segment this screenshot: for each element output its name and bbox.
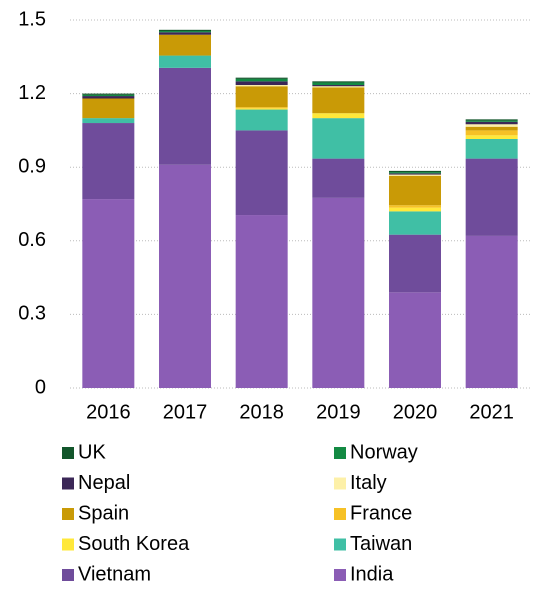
bar-segment bbox=[465, 121, 518, 125]
x-tick-label: 2019 bbox=[316, 401, 361, 423]
legend-label: Norway bbox=[350, 441, 418, 463]
bar-segment bbox=[235, 77, 288, 79]
bar-segment bbox=[312, 87, 365, 114]
bar-segment bbox=[312, 158, 365, 198]
x-tick-label: 2021 bbox=[469, 401, 514, 423]
y-tick-label: 1.2 bbox=[18, 82, 46, 104]
legend-label: Taiwan bbox=[350, 533, 412, 555]
bar-segment bbox=[389, 205, 441, 208]
bar-segment bbox=[235, 108, 288, 110]
bar-segment bbox=[235, 215, 288, 388]
bar-segment bbox=[312, 86, 365, 88]
bar-segment bbox=[235, 85, 288, 87]
bar-segment bbox=[389, 211, 441, 235]
bar-segment bbox=[82, 96, 135, 99]
x-tick-label: 2018 bbox=[239, 401, 284, 423]
bar-segment bbox=[159, 29, 211, 32]
bar-segment bbox=[235, 107, 288, 109]
legend-label: UK bbox=[78, 441, 106, 463]
bar-segment bbox=[159, 31, 211, 33]
bar-segment bbox=[389, 172, 441, 174]
bar-segment bbox=[312, 113, 365, 119]
bar-segment bbox=[159, 67, 211, 165]
bar-segment bbox=[389, 175, 441, 206]
bar-segment bbox=[235, 81, 288, 86]
bar-segment bbox=[465, 119, 518, 121]
y-tick-label: 1.5 bbox=[18, 8, 46, 30]
bar-segment bbox=[465, 158, 518, 236]
bar-segment bbox=[312, 118, 365, 159]
legend-label: South Korea bbox=[78, 533, 190, 555]
bar-segment bbox=[159, 164, 211, 388]
bar-segment bbox=[389, 234, 441, 293]
x-tick-label: 2017 bbox=[163, 401, 208, 423]
y-tick-label: 0 bbox=[35, 376, 46, 398]
bar-segment bbox=[465, 124, 518, 127]
bar-segment bbox=[159, 32, 211, 35]
bar-segment bbox=[235, 86, 288, 108]
bar-segment bbox=[159, 34, 211, 56]
legend-label: Vietnam bbox=[78, 563, 151, 584]
bar-segment bbox=[235, 78, 288, 82]
y-tick-label: 0.6 bbox=[18, 229, 46, 251]
bar-segment bbox=[82, 98, 135, 119]
legend-label: France bbox=[350, 502, 412, 524]
bar-segment bbox=[235, 109, 288, 131]
bar-segment bbox=[389, 207, 441, 212]
legend-swatch bbox=[334, 569, 346, 581]
bar-segment bbox=[465, 130, 518, 136]
bar-segment bbox=[312, 81, 365, 83]
bar-segment bbox=[465, 120, 518, 122]
bar-segment bbox=[82, 118, 135, 124]
bar-segment bbox=[389, 173, 441, 175]
legend-swatch bbox=[334, 477, 346, 490]
legend-swatch bbox=[334, 538, 346, 551]
bar-segment bbox=[312, 82, 365, 86]
legend-swatch bbox=[62, 569, 74, 581]
legend-swatch bbox=[62, 447, 74, 459]
legend-swatch bbox=[62, 538, 74, 551]
bar-segment bbox=[82, 123, 135, 200]
bar-segment bbox=[389, 170, 441, 173]
legend-swatch bbox=[334, 447, 346, 459]
bar-segment bbox=[465, 126, 518, 131]
x-tick-label: 2020 bbox=[393, 401, 438, 423]
bar-segment bbox=[82, 94, 135, 97]
bar-segment bbox=[235, 130, 288, 216]
bar-segment bbox=[82, 199, 135, 388]
bar-segment bbox=[159, 55, 211, 68]
bar-segment bbox=[312, 197, 365, 388]
bar-segment bbox=[312, 85, 365, 87]
y-tick-label: 0.9 bbox=[18, 155, 46, 177]
bar-segment bbox=[465, 135, 518, 139]
legend-label: India bbox=[350, 563, 394, 584]
bar-segment bbox=[389, 174, 441, 176]
bar-segment bbox=[389, 292, 441, 388]
legend-swatch bbox=[334, 508, 346, 520]
bar-segment bbox=[82, 93, 135, 95]
legend-swatch bbox=[62, 508, 74, 520]
legend-label: Italy bbox=[350, 472, 387, 494]
x-tick-label: 2016 bbox=[86, 401, 131, 423]
legend-label: Nepal bbox=[78, 472, 130, 494]
legend-label: Spain bbox=[78, 502, 129, 524]
y-tick-label: 0.3 bbox=[18, 303, 46, 325]
bar-segment bbox=[465, 138, 518, 159]
bar-segment bbox=[465, 235, 518, 388]
legend-swatch bbox=[62, 477, 74, 490]
